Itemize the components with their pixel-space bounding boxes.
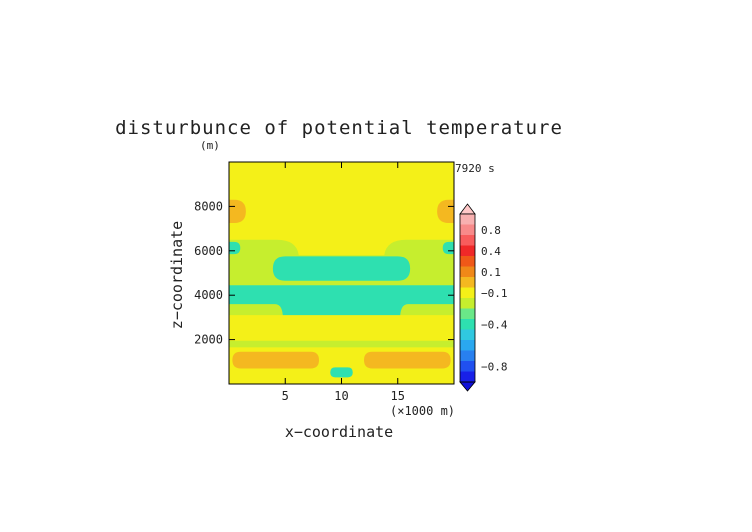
contour-region: [437, 199, 454, 224]
chart-title: disturbunce of potential temperature: [115, 117, 563, 139]
colorbar-band: [460, 329, 475, 341]
colorbar-label: 0.8: [481, 224, 501, 237]
colorbar-band: [460, 350, 475, 362]
colorbar-band: [460, 340, 475, 351]
colorbar-band: [460, 277, 475, 288]
colorbar-label: 0.1: [481, 266, 501, 279]
plot-area: 5 10 15 2000 4000 6000 8000: [194, 161, 455, 403]
contour-region: [232, 351, 319, 369]
y-axis-label: z−coordinate: [168, 221, 186, 329]
colorbar-label: −0.8: [481, 360, 508, 373]
contour-region: [272, 256, 411, 281]
y-tick-label: 2000: [194, 333, 223, 347]
x-tick-label: 15: [391, 389, 405, 403]
colorbar-label: 0.4: [481, 245, 501, 258]
x-axis-unit: (×1000 m): [390, 404, 455, 418]
colorbar-band: [460, 298, 475, 309]
colorbar-band: [460, 256, 475, 267]
contour-region: [330, 367, 353, 378]
colorbar-band: [460, 319, 475, 330]
colorbar-frame: [459, 213, 476, 383]
time-label: 7920 s: [455, 162, 495, 175]
x-axis-label: x−coordinate: [285, 423, 393, 441]
x-tick-label: 5: [282, 389, 289, 403]
contour-region: [229, 315, 454, 341]
y-unit-label: (m): [200, 139, 220, 152]
colorbar-band: [460, 266, 475, 278]
colorbar-bottom-triangle: [459, 381, 476, 392]
colorbar: 0.8 0.4 0.1 −0.1 −0.4 −0.8: [459, 203, 508, 392]
colorbar-band: [460, 245, 475, 257]
colorbar-label: −0.1: [481, 287, 508, 300]
x-tick-label: 10: [334, 389, 348, 403]
colorbar-band: [460, 235, 475, 246]
colorbar-band: [460, 224, 475, 236]
y-tick-label: 4000: [194, 288, 223, 302]
colorbar-band: [460, 361, 475, 372]
contour-region: [442, 241, 454, 255]
contour-region: [229, 199, 246, 224]
colorbar-band: [460, 214, 475, 225]
colorbar-band: [460, 308, 475, 320]
contour-region: [364, 351, 451, 369]
y-tick-label: 8000: [194, 199, 223, 213]
colorbar-band: [460, 287, 475, 299]
colorbar-band: [460, 371, 475, 383]
contour-region: [229, 241, 241, 255]
y-tick-label: 6000: [194, 244, 223, 258]
colorbar-label: −0.4: [481, 318, 508, 331]
colorbar-top-triangle: [459, 203, 476, 215]
